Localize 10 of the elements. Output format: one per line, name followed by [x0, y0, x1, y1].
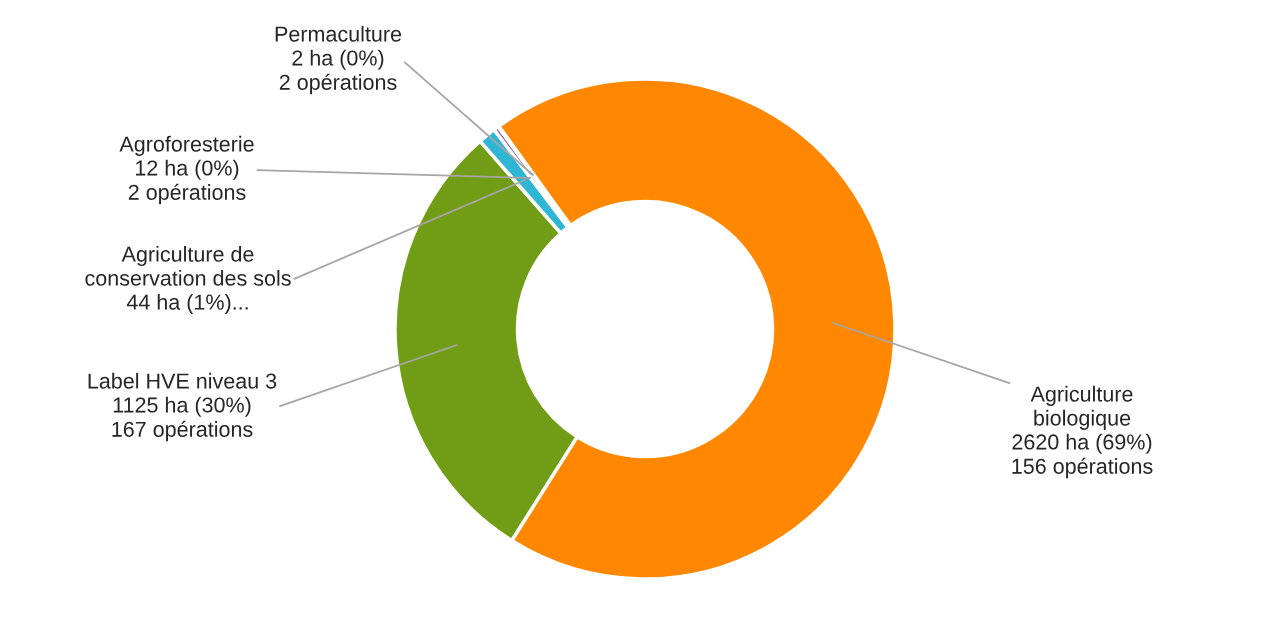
data-label: 2620 ha (69%) 156 opérations [1012, 433, 1153, 479]
data-label: 2 ha (0%) 2 opérations [279, 49, 397, 95]
slice-label: Label HVE niveau 3 [88, 372, 277, 389]
slice-label: Agriculture de conservation des sols [85, 246, 291, 286]
data-label: 12 ha (0%) 2 opérations [128, 159, 246, 205]
data-label: 44 ha (1%)... [126, 293, 248, 314]
slice-label: Agriculture biologique [1030, 385, 1133, 430]
slice-label: Permaculture [275, 25, 402, 42]
slice-label: Agroforesterie [119, 135, 254, 156]
data-label: 1125 ha (30%) 167 opérations [112, 396, 253, 442]
